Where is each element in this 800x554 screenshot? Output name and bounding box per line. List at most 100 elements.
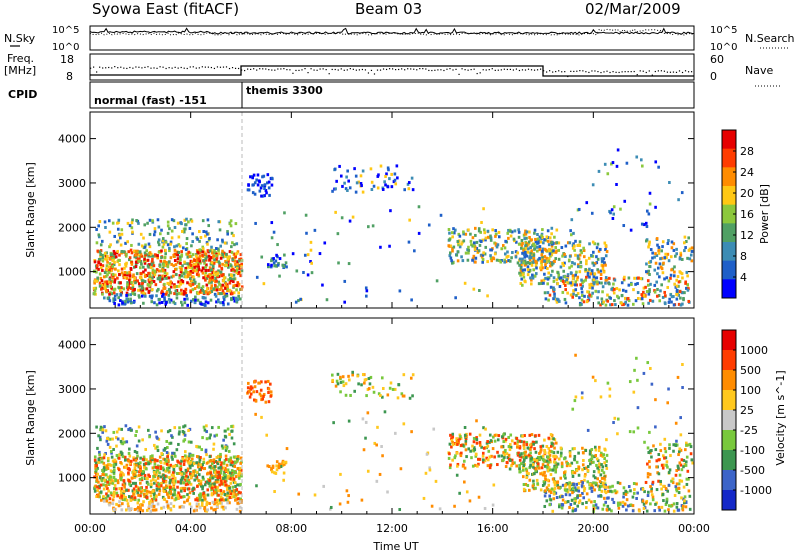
- power-echo-cell: [534, 272, 538, 276]
- power-echo-cell: [655, 253, 659, 257]
- power-echo-cell: [179, 258, 182, 262]
- nave-point: [213, 67, 216, 70]
- velocity-echo-cell: [631, 495, 635, 499]
- power-echo-cell: [128, 224, 132, 228]
- velocity-echo-cell: [139, 490, 143, 494]
- velocity-echo-cell: [235, 488, 239, 492]
- power-echo-cell: [153, 253, 157, 257]
- power-echo-cell: [272, 257, 275, 261]
- power-echo-cell: [599, 247, 602, 251]
- power-echo-cell: [174, 263, 178, 267]
- power-echo-cell: [388, 244, 391, 248]
- power-echo-cell: [511, 250, 514, 254]
- velocity-echo-cell: [590, 484, 594, 488]
- velocity-echo-cell: [139, 486, 142, 490]
- power-echo-cell: [517, 242, 521, 246]
- velocity-echo-cell: [402, 373, 406, 377]
- velocity-echo-cell: [108, 477, 111, 481]
- power-echo-cell: [528, 256, 531, 260]
- velocity-echo-cell: [274, 471, 278, 475]
- power-echo-cell: [520, 263, 523, 267]
- power-echo-cell: [112, 300, 116, 304]
- power-echo-cell: [580, 251, 583, 255]
- nave-point: [684, 70, 687, 72]
- power-echo-cell: [214, 294, 218, 298]
- power-echo-cell: [189, 270, 193, 274]
- velocity-echo-cell: [518, 467, 521, 471]
- velocity-echo-cell: [200, 501, 204, 505]
- power-echo-cell: [222, 279, 225, 283]
- power-echo-cell: [549, 273, 553, 277]
- x-tick-label: 12:00: [376, 522, 408, 535]
- power-echo-cell: [557, 257, 561, 261]
- power-echo-cell: [118, 253, 121, 257]
- power-echo-cell: [117, 218, 121, 222]
- power-echo-cell: [119, 289, 122, 293]
- power-echo-cell: [390, 172, 393, 176]
- power-echo-cell: [519, 266, 523, 270]
- velocity-echo-cell: [593, 500, 596, 504]
- velocity-echo-cell: [236, 466, 240, 470]
- nave-point: [156, 67, 158, 69]
- velocity-echo-cell: [222, 498, 226, 502]
- power-echo-cell: [174, 289, 178, 293]
- velocity-echo-cell: [463, 466, 467, 470]
- power-echo-cell: [564, 288, 568, 292]
- power-echo-cell: [520, 283, 524, 287]
- velocity-echo-cell: [182, 459, 186, 463]
- power-echo-cell: [111, 221, 115, 225]
- power-echo-cell: [467, 248, 471, 252]
- velocity-echo-cell: [195, 470, 199, 474]
- power-echo-cell: [111, 272, 115, 276]
- velocity-echo-cell: [166, 492, 169, 496]
- nave-point: [606, 70, 608, 72]
- velocity-echo-cell: [549, 498, 553, 502]
- velocity-echo-cell: [128, 427, 132, 431]
- power-echo-cell: [383, 180, 386, 184]
- velocity-echo-cell: [151, 502, 154, 506]
- velocity-echo-cell: [134, 481, 137, 485]
- power-echo-cell: [600, 297, 604, 301]
- velocity-echo-cell: [622, 486, 626, 490]
- power-echo-cell: [667, 279, 671, 283]
- power-echo-cell: [251, 176, 255, 180]
- velocity-echo-cell: [239, 456, 243, 460]
- velocity-echo-cell: [529, 457, 533, 461]
- velocity-echo-cell: [212, 460, 216, 464]
- nave-point: [159, 66, 161, 68]
- power-echo-cell: [131, 288, 135, 292]
- nave-point: [546, 71, 548, 73]
- power-echo-cell: [505, 255, 509, 259]
- power-echo-cell: [106, 284, 109, 288]
- power-echo-cell: [687, 299, 691, 303]
- velocity-echo-cell: [101, 456, 104, 460]
- velocity-echo-cell: [336, 382, 340, 386]
- power-echo-cell: [672, 295, 675, 299]
- velocity-echo-cell: [129, 459, 133, 463]
- power-echo-cell: [263, 194, 266, 198]
- power-echo-cell: [656, 243, 659, 247]
- velocity-echo-cell: [172, 479, 175, 483]
- velocity-echo-cell: [577, 473, 581, 477]
- power-echo-cell: [185, 242, 188, 246]
- power-echo-cell: [585, 201, 589, 205]
- power-echo-cell: [105, 280, 109, 284]
- velocity-echo-cell: [663, 437, 667, 441]
- velocity-echo-cell: [546, 478, 549, 482]
- velocity-echo-cell: [177, 493, 181, 497]
- velocity-echo-cell: [603, 482, 607, 486]
- velocity-echo-cell: [581, 451, 585, 455]
- velocity-echo-cell: [376, 425, 379, 429]
- power-echo-cell: [157, 269, 161, 273]
- velocity-echo-cell: [654, 425, 657, 429]
- power-echo-cell: [212, 261, 216, 265]
- power-echo-cell: [547, 243, 551, 247]
- velocity-echo-cell: [508, 467, 512, 471]
- velocity-echo-cell: [164, 484, 168, 488]
- power-echo-cell: [93, 279, 97, 283]
- velocity-echo-cell: [478, 441, 482, 445]
- velocity-echo-cell: [648, 460, 651, 464]
- nave-point: [228, 67, 231, 70]
- power-echo-cell: [284, 261, 288, 265]
- velocity-echo-cell: [497, 434, 501, 438]
